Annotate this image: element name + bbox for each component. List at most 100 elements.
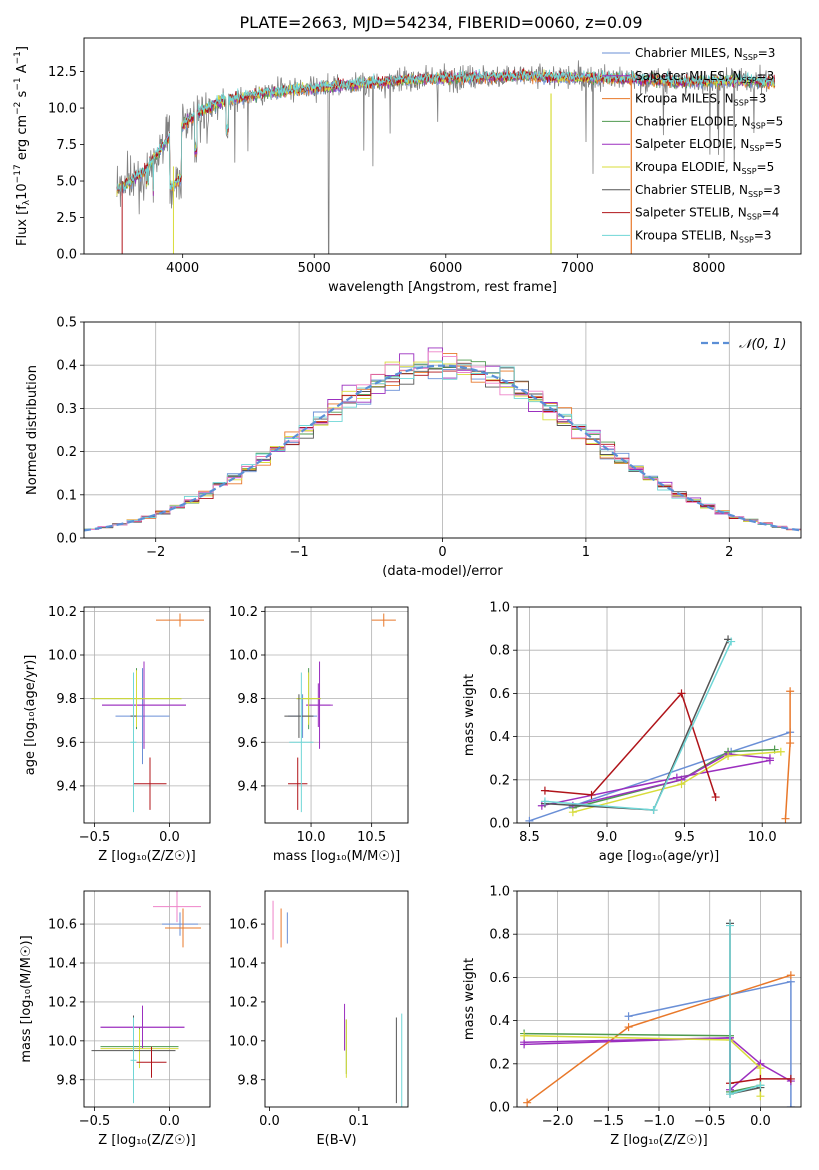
weight-marker bbox=[649, 806, 658, 815]
weight-marker bbox=[677, 689, 686, 698]
x-axis-label: age [log₁₀(age/yr)] bbox=[599, 849, 720, 864]
panel-z-weight: −2.0 −1.5 −1.0 −0.5 0.0 0.0 0.2 0.4 0.6 0.8 1.0 Z [… bbox=[462, 885, 802, 1148]
weight-marker bbox=[786, 739, 795, 748]
axes-frame bbox=[83, 321, 802, 539]
legend-label-value: =3 bbox=[763, 183, 781, 197]
legend-label-value: =3 bbox=[758, 46, 776, 60]
legend-label: Kroupa MILES, NSSP=3 bbox=[635, 92, 766, 108]
y-tick-label: 9.8 bbox=[56, 692, 77, 707]
y-axis-label-part: −17 bbox=[13, 164, 23, 183]
y-tick-label: 2.5 bbox=[56, 211, 77, 226]
x-axis-label: E(B-V) bbox=[316, 1133, 356, 1148]
y-tick-label: 0.5 bbox=[56, 316, 77, 331]
y-tick-label: 0.4 bbox=[489, 1014, 510, 1029]
y-tick-label: 0.0 bbox=[56, 532, 77, 547]
legend-label: Salpeter STELIB, NSSP=4 bbox=[635, 206, 779, 222]
legend-label: Kroupa STELIB, NSSP=3 bbox=[635, 228, 772, 244]
legend-label: Chabrier ELODIE, NSSP=5 bbox=[635, 114, 783, 130]
figure-title: PLATE=2663, MJD=54234, FIBERID=0060, z=0… bbox=[239, 13, 642, 32]
residual-legend: 𝒩(0, 1) bbox=[701, 337, 786, 352]
y-tick-label: 5.0 bbox=[56, 175, 77, 190]
y-tick-label: 0.2 bbox=[489, 773, 510, 788]
axes: −0.5 0.0 9.8 10.0 10.2 10.4 10.6 Z [log₁₀(Z/Z☉)… bbox=[19, 890, 211, 1148]
x-tick-label: 1 bbox=[582, 545, 590, 560]
y-tick-label: 0.6 bbox=[489, 971, 510, 986]
weight-marker bbox=[587, 790, 596, 799]
panel-residuals: −2 −1 0 1 2 0.0 0.1 0.2 0.3 0.4 0.5 (data-model)/er… bbox=[25, 316, 802, 579]
weight-marker bbox=[520, 1031, 529, 1040]
panel-age-weight: 8.5 9.0 9.5 10.0 0.0 0.2 0.4 0.6 0.8 1.0 age [log₁… bbox=[462, 601, 802, 864]
x-axis-label: wavelength [Angstrom, rest frame] bbox=[328, 280, 557, 295]
legend-label-name: Kroupa STELIB, N bbox=[635, 228, 739, 242]
weight-marker bbox=[724, 752, 733, 761]
x-tick-label: 10.0 bbox=[297, 830, 326, 845]
weight-marker bbox=[624, 1023, 633, 1032]
x-tick-label: 0 bbox=[438, 545, 446, 560]
legend-label-name: Chabrier MILES, N bbox=[635, 46, 743, 60]
weight-marker bbox=[756, 1081, 765, 1090]
panel-spectrum: 4000 5000 6000 7000 8000 0.0 2.5 5.0 7.5 10.0 12.5… bbox=[13, 37, 802, 295]
weight-marker bbox=[523, 1098, 532, 1107]
weight-marker bbox=[765, 754, 774, 763]
histogram-series bbox=[84, 351, 801, 530]
y-tick-label: 10.0 bbox=[48, 1034, 77, 1049]
legend-label-name: Salpeter MILES, N bbox=[635, 69, 742, 83]
axes: 8.5 9.0 9.5 10.0 0.0 0.2 0.4 0.6 0.8 1.0 age [log₁… bbox=[462, 601, 802, 864]
y-tick-label: 12.5 bbox=[48, 65, 77, 80]
y-tick-label: 10.4 bbox=[48, 957, 77, 972]
y-tick-label: 0.8 bbox=[489, 928, 510, 943]
plot-area bbox=[284, 613, 396, 813]
weight-marker bbox=[781, 814, 790, 823]
legend-label-sub: SSP bbox=[742, 167, 757, 176]
y-axis-label-part: 10 bbox=[15, 183, 30, 200]
plot-area bbox=[91, 613, 204, 813]
y-axis-label-part: s bbox=[15, 90, 30, 101]
y-axis-label-part: erg cm bbox=[15, 115, 30, 164]
y-tick-label: 0.4 bbox=[489, 730, 510, 745]
axes-frame bbox=[83, 37, 802, 255]
y-tick-label: 0.0 bbox=[489, 817, 510, 832]
weight-marker bbox=[776, 747, 785, 756]
panel-ebv-mass: 0.0 0.1 9.8 10.0 10.2 10.4 10.6 E(B-V) bbox=[229, 890, 409, 1148]
axes-frame bbox=[83, 890, 211, 1108]
plot-area bbox=[520, 919, 795, 1107]
axes-frame bbox=[516, 890, 802, 1108]
y-tick-label: 9.4 bbox=[56, 779, 77, 794]
x-tick-label: −1 bbox=[290, 545, 309, 560]
y-tick-label: 0.3 bbox=[56, 402, 77, 417]
weight-marker bbox=[727, 637, 736, 646]
y-axis-label: Flux [fλ10−17 erg cm−2 s−1 A−1] bbox=[13, 46, 32, 246]
weight-series bbox=[572, 750, 781, 813]
weight-marker bbox=[756, 1092, 765, 1101]
legend-label: Chabrier MILES, NSSP=3 bbox=[635, 46, 775, 62]
weight-marker bbox=[540, 786, 549, 795]
weight-marker bbox=[540, 797, 549, 806]
x-tick-label: 8000 bbox=[692, 261, 725, 276]
y-axis-label-part: A bbox=[15, 64, 30, 77]
y-axis-label-part: −1 bbox=[13, 77, 23, 90]
legend-label-sub: SSP bbox=[734, 99, 749, 108]
panels-group: 4000 5000 6000 7000 80000.02.55.07.510.012.5… bbox=[13, 37, 802, 1148]
grid-lines bbox=[84, 891, 210, 1107]
axes-frame bbox=[264, 606, 409, 824]
weight-marker bbox=[756, 1064, 765, 1073]
weight-marker bbox=[786, 971, 795, 980]
x-axis-label: Z [log₁₀(Z/Z☉)] bbox=[610, 1133, 707, 1148]
y-tick-label: 10.2 bbox=[229, 605, 258, 620]
x-tick-label: 4000 bbox=[166, 261, 199, 276]
plot-area bbox=[84, 347, 801, 532]
y-tick-label: 10.0 bbox=[229, 1034, 258, 1049]
legend-label-value: =5 bbox=[766, 114, 784, 128]
y-tick-label: 9.8 bbox=[56, 1073, 77, 1088]
plot-area bbox=[525, 635, 795, 823]
x-tick-label: −2.0 bbox=[542, 1114, 574, 1129]
y-tick-label: 10.0 bbox=[48, 649, 77, 664]
grid-lines bbox=[265, 607, 408, 823]
x-tick-label: 5000 bbox=[298, 261, 331, 276]
x-tick-label: 2 bbox=[725, 545, 733, 560]
axes: 10.0 10.5 9.4 9.6 9.8 10.0 10.2 mass [log₁₀(M/M… bbox=[229, 605, 409, 864]
y-axis-label-part: −1 bbox=[13, 51, 23, 64]
